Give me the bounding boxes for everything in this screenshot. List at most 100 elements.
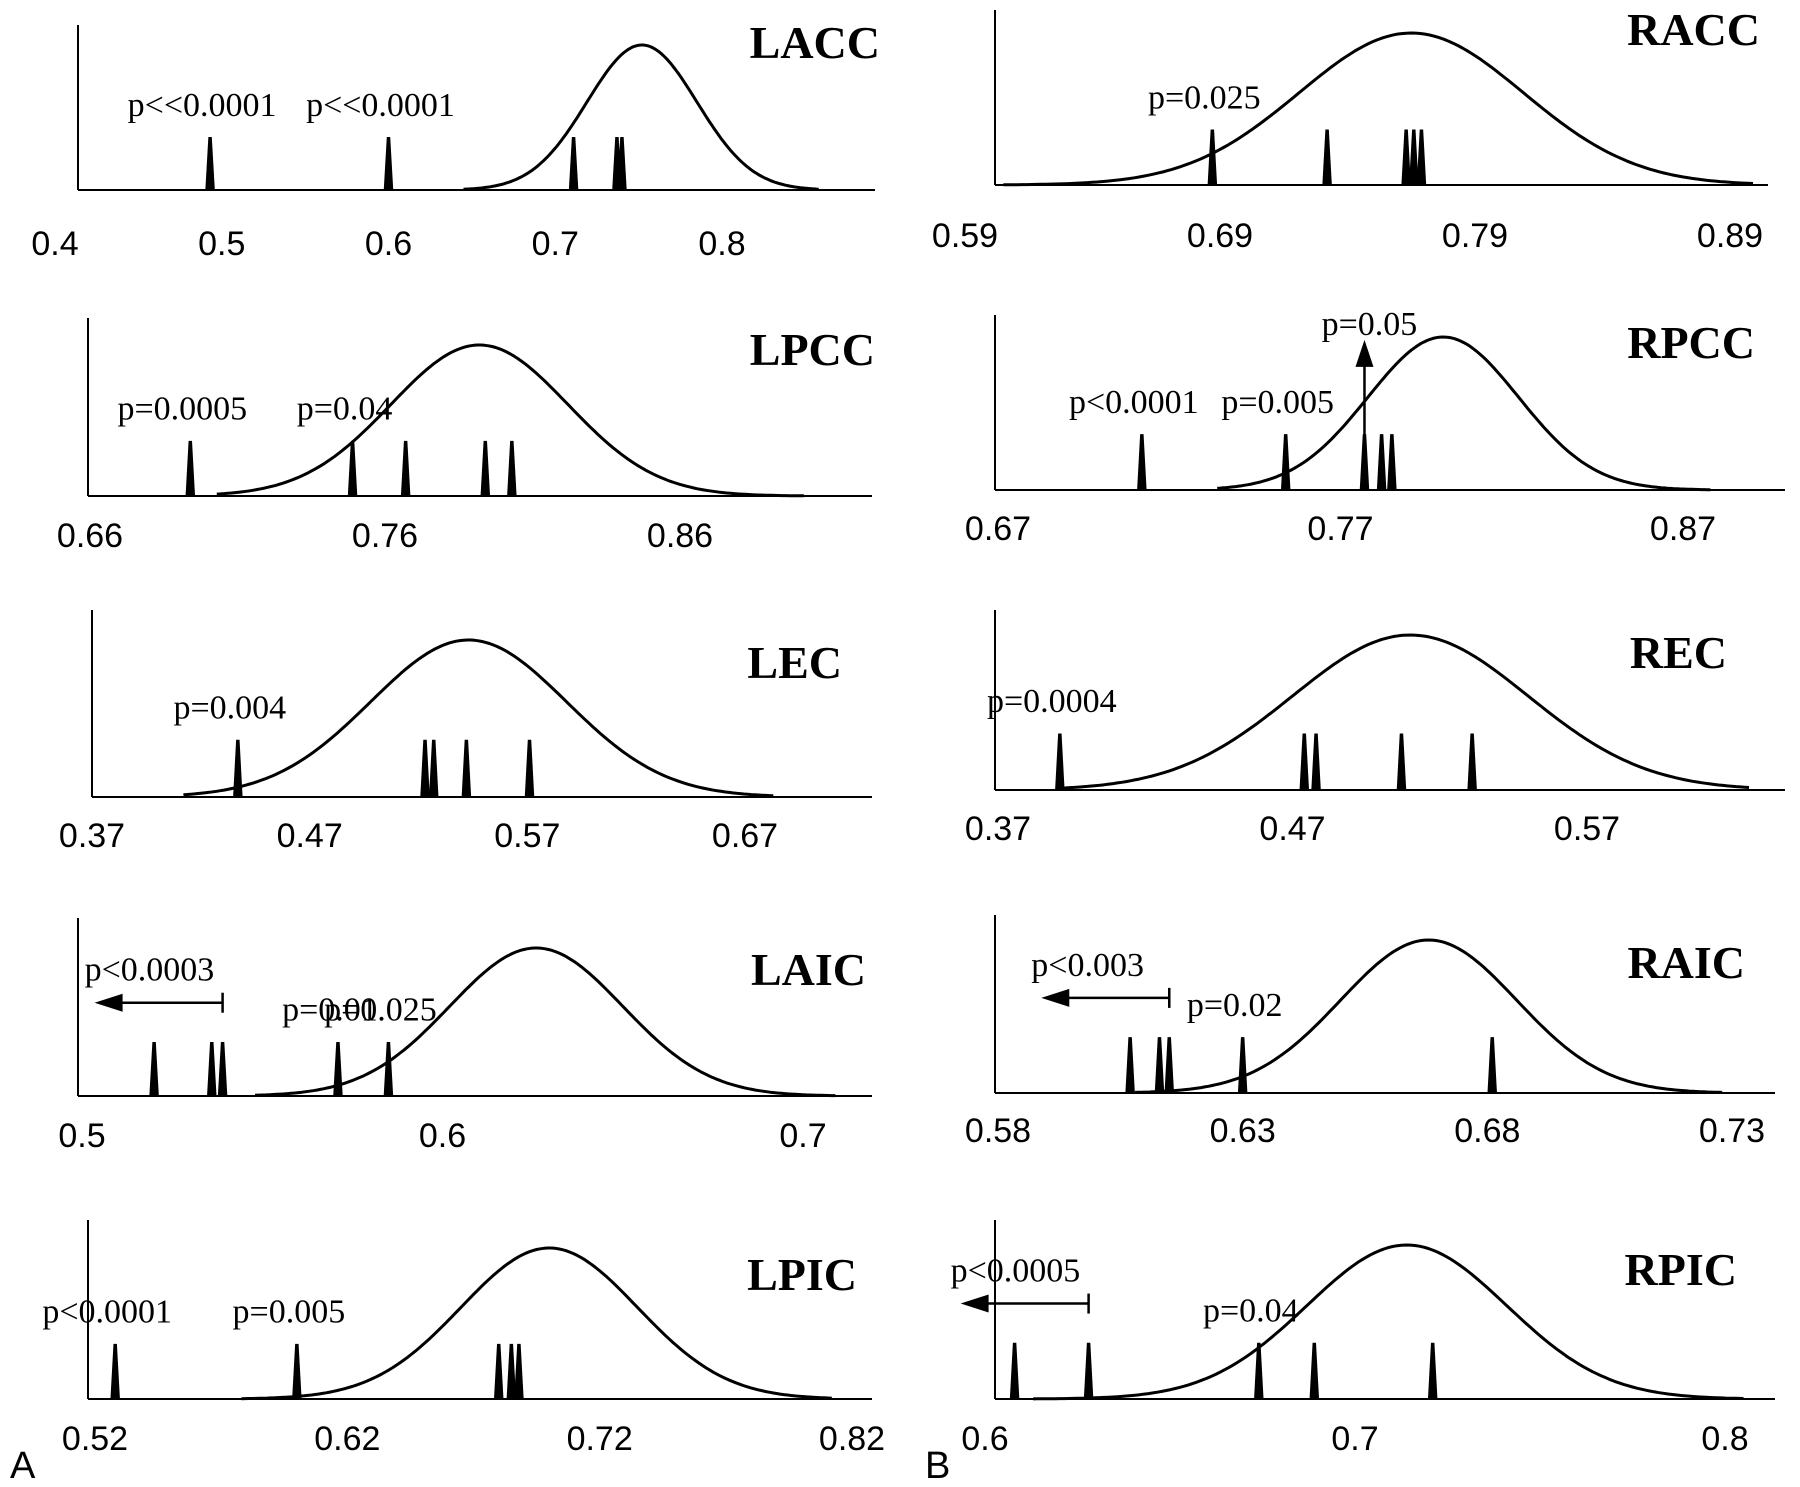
spike-lpic-3: [493, 1343, 504, 1400]
spike-rec-2: [1299, 733, 1310, 791]
p-value-label-raic-1: p<0.003: [1031, 947, 1144, 984]
panel-label-a: A: [10, 1445, 36, 1487]
spike-laic-5: [383, 1041, 394, 1097]
distribution-curve-laic: [254, 946, 836, 1098]
chart-title-lpcc: LPCC: [750, 324, 875, 375]
spike-rpcc-4: [1376, 434, 1387, 491]
spike-raic-5: [1487, 1037, 1498, 1094]
p-value-label-racc-1: p=0.025: [1148, 79, 1261, 116]
p-value-label-rpcc-1: p<0.0001: [1069, 384, 1199, 421]
chart-lpic: LPIC 0.52 0.62 0.72 0.82 p<0.0001 p=0.005: [42, 1220, 885, 1458]
tick-label-rpic-1: 0.6: [961, 1420, 1008, 1458]
spike-laic-1: [149, 1041, 159, 1097]
spike-racc-3: [1401, 129, 1411, 186]
tick-label-lacc-2: 0.5: [198, 225, 245, 263]
spike-rpic-5: [1427, 1342, 1438, 1400]
spike-rpic-2: [1083, 1342, 1094, 1400]
spike-lec-4: [461, 739, 472, 798]
spike-laic-2: [206, 1041, 217, 1097]
p-value-label-rec-1: p=0.0004: [987, 683, 1117, 720]
tick-label-lec-3: 0.57: [494, 817, 560, 855]
p-value-label-laic-3: p=0.025: [324, 992, 437, 1029]
spike-laic-3: [217, 1041, 228, 1097]
spike-lpcc-4: [480, 440, 491, 497]
spike-lacc-3: [568, 137, 579, 191]
chart-title-laic: LAIC: [751, 944, 866, 995]
spike-raic-1: [1125, 1037, 1135, 1094]
chart-title-lpic: LPIC: [747, 1249, 857, 1300]
distribution-curve-rec: [1056, 633, 1750, 790]
arrow-head-left-laic-1: [94, 993, 123, 1012]
chart-title-rpcc: RPCC: [1627, 317, 1755, 368]
spike-rec-5: [1467, 733, 1477, 791]
tick-label-lpic-2: 0.62: [314, 1420, 380, 1458]
tick-label-raic-4: 0.73: [1699, 1112, 1765, 1150]
tick-label-laic-2: 0.6: [419, 1117, 466, 1155]
tick-label-lec-2: 0.47: [277, 817, 343, 855]
spike-rec-4: [1396, 733, 1407, 791]
distribution-curve-racc: [1003, 31, 1754, 187]
tick-label-lec-4: 0.67: [712, 817, 778, 855]
tick-label-laic-3: 0.7: [779, 1117, 826, 1155]
chart-laic: LAIC 0.5 0.6 0.7 p<0.0003 p=0.01p=0.025: [58, 918, 872, 1155]
p-value-label-lpcc-1: p=0.0005: [117, 391, 247, 428]
p-value-label-raic-2: p=0.02: [1187, 987, 1283, 1024]
spike-lacc-2: [383, 137, 394, 191]
distribution-curve-rpcc: [1217, 335, 1711, 492]
tick-label-lpcc-2: 0.76: [352, 517, 418, 555]
spike-lec-5: [524, 739, 535, 798]
tick-label-lacc-1: 0.4: [31, 225, 78, 263]
spike-lpic-4: [506, 1343, 517, 1400]
p-value-label-rpcc-3: p=0.05: [1322, 306, 1418, 343]
chart-rpic: RPIC 0.6 0.7 0.8 p<0.0005 p=0.04: [951, 1220, 1775, 1458]
distribution-curve-lacc: [463, 43, 819, 191]
distribution-curve-raic: [1134, 938, 1723, 1094]
tick-label-rpcc-2: 0.77: [1307, 510, 1373, 548]
distribution-curve-rpic: [1033, 1243, 1744, 1401]
tick-label-raic-1: 0.58: [965, 1112, 1031, 1150]
tick-label-lpic-3: 0.72: [567, 1420, 633, 1458]
spike-lacc-1: [205, 137, 215, 191]
spike-lpic-5: [514, 1343, 524, 1400]
tick-label-lpic-1: 0.52: [62, 1420, 128, 1458]
spike-raic-3: [1164, 1037, 1175, 1094]
chart-title-racc: RACC: [1627, 4, 1760, 55]
chart-lacc: LACC 0.4 0.5 0.6 0.7 0.8 p<<0.0001 p<<0.0001: [31, 17, 880, 263]
tick-label-lec-1: 0.37: [59, 817, 125, 855]
chart-rec: REC 0.37 0.47 0.57 p=0.0004: [965, 610, 1785, 848]
arrow-head-up-rpcc-3: [1355, 339, 1374, 367]
tick-label-lacc-4: 0.7: [532, 225, 579, 263]
spike-lec-1: [233, 739, 243, 798]
spike-laic-4: [333, 1041, 343, 1097]
chart-rpcc: RPCC 0.67 0.77 0.87 p<0.0001 p=0.005 p=0.05: [965, 306, 1785, 548]
tick-label-racc-4: 0.89: [1697, 217, 1763, 255]
chart-raic: RAIC 0.58 0.63 0.68 0.73 p<0.003 p=0.02: [965, 915, 1775, 1150]
spike-rpcc-3: [1359, 434, 1370, 491]
p-value-label-lpic-1: p<0.0001: [42, 1294, 172, 1331]
spike-rpcc-5: [1387, 434, 1397, 491]
spike-raic-4: [1237, 1037, 1248, 1094]
p-value-label-lpic-2: p=0.005: [233, 1294, 346, 1331]
spike-rpcc-1: [1137, 434, 1147, 491]
tick-label-raic-3: 0.68: [1454, 1112, 1520, 1150]
distribution-curve-lpic: [241, 1246, 832, 1401]
p-value-label-laic-1: p<0.0003: [85, 952, 215, 989]
spike-rpic-4: [1309, 1342, 1320, 1400]
spike-lpic-2: [292, 1343, 302, 1400]
tick-label-rpcc-1: 0.67: [965, 510, 1031, 548]
p-value-label-lec-1: p=0.004: [173, 689, 286, 726]
tick-label-lpcc-3: 0.86: [647, 517, 713, 555]
arrow-head-left-rpic-1: [960, 1294, 989, 1313]
spike-raic-2: [1154, 1037, 1165, 1094]
spike-lec-2: [420, 739, 430, 798]
chart-lpcc: LPCC 0.66 0.76 0.86 p=0.0005 p=0.04: [57, 318, 875, 555]
panel-label-b: B: [925, 1445, 950, 1487]
spike-rec-1: [1055, 733, 1065, 791]
arrow-head-left-raic-1: [1041, 988, 1070, 1007]
p-value-label-lacc-1: p<<0.0001: [128, 87, 277, 124]
spike-racc-1: [1207, 129, 1218, 186]
spike-rec-3: [1311, 733, 1321, 791]
tick-label-rpcc-3: 0.87: [1650, 510, 1716, 548]
